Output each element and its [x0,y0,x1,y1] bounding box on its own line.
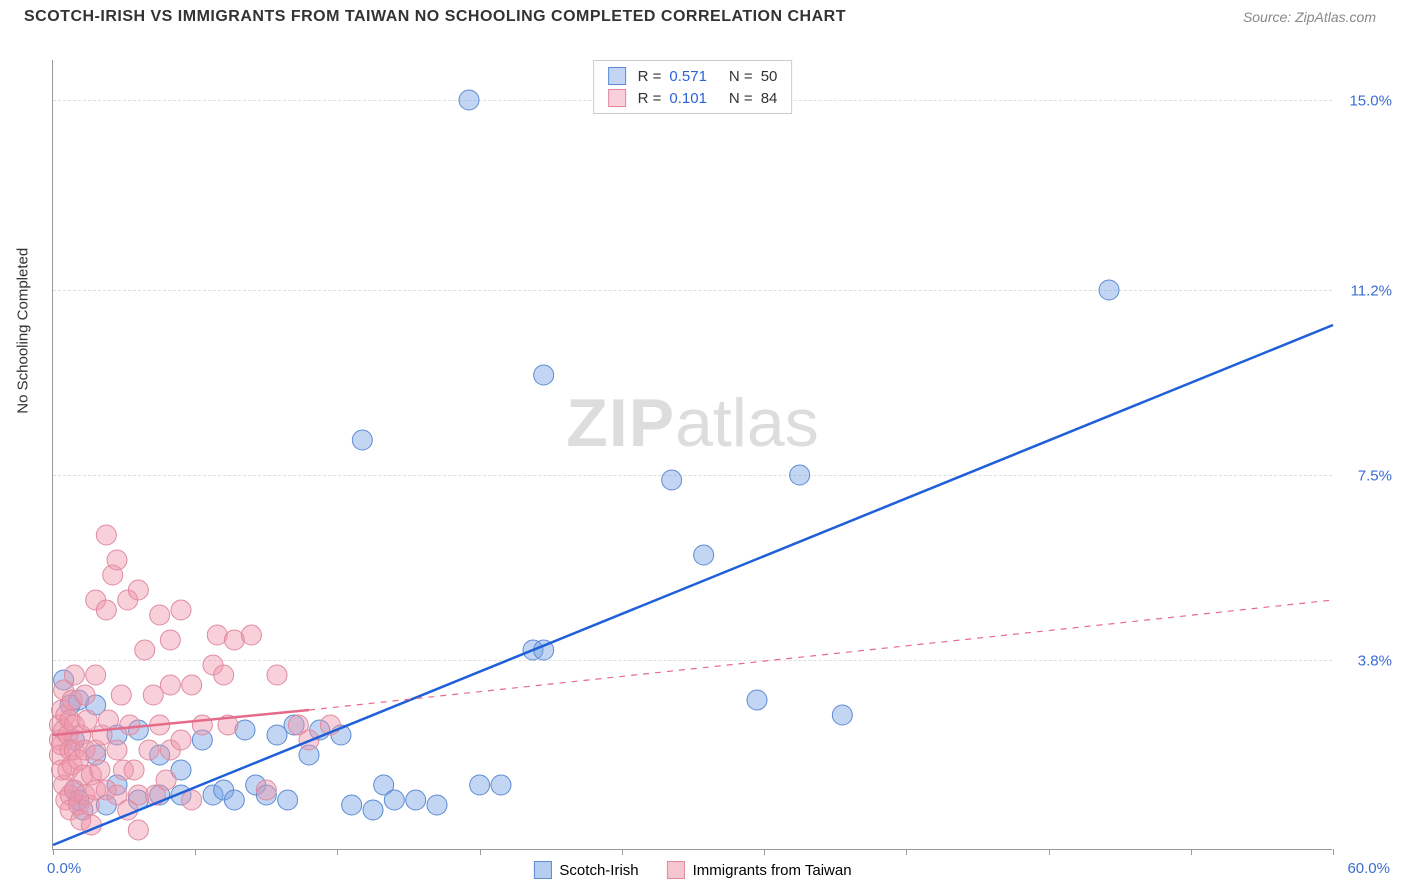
data-point [150,605,170,625]
x-tick [622,849,623,855]
chart-header: SCOTCH-IRISH VS IMMIGRANTS FROM TAIWAN N… [0,0,1406,30]
data-point [128,820,148,840]
data-point [75,685,95,705]
data-point [363,800,383,820]
swatch-series1 [608,67,626,85]
r-value-series1: 0.571 [669,68,707,85]
data-point [156,770,176,790]
data-point [135,640,155,660]
data-point [214,665,234,685]
y-tick-label: 3.8% [1358,653,1392,670]
legend-swatch [533,861,551,879]
legend-item: Immigrants from Taiwan [667,861,852,879]
legend-series-bottom: Scotch-Irish Immigrants from Taiwan [533,861,851,879]
y-tick-label: 15.0% [1349,93,1392,110]
data-point [64,665,84,685]
n-label: N = [729,90,753,107]
legend-row-series2: R = 0.101 N = 84 [594,87,792,109]
data-point [111,685,131,705]
data-point [160,630,180,650]
data-point [267,725,287,745]
data-point [160,675,180,695]
data-point [352,430,372,450]
data-point [124,760,144,780]
legend-label: Immigrants from Taiwan [693,862,852,879]
x-tick [195,849,196,855]
data-point [182,790,202,810]
x-tick [764,849,765,855]
trend-line-extrapolated [309,600,1333,710]
y-tick-label: 7.5% [1358,468,1392,485]
data-point [406,790,426,810]
data-point [534,365,554,385]
data-point [107,550,127,570]
y-tick-label: 11.2% [1351,283,1392,300]
data-point [790,465,810,485]
x-tick [1191,849,1192,855]
data-point [662,470,682,490]
data-point [98,710,118,730]
data-point [459,90,479,110]
data-point [256,780,276,800]
chart-source: Source: ZipAtlas.com [1243,9,1376,25]
data-point [241,625,261,645]
x-axis-min-label: 0.0% [47,860,81,877]
data-point [86,665,106,685]
scatter-plot-svg [53,60,1332,849]
r-value-series2: 0.101 [669,90,707,107]
x-tick [337,849,338,855]
data-point [192,715,212,735]
data-point [491,775,511,795]
data-point [143,685,163,705]
data-point [470,775,490,795]
data-point [427,795,447,815]
data-point [342,795,362,815]
n-value-series2: 84 [761,90,778,107]
chart-plot-area: No Schooling Completed ZIPatlas 3.8%7.5%… [52,60,1332,850]
data-point [120,715,140,735]
x-tick [53,849,54,855]
data-point [384,790,404,810]
n-label: N = [729,68,753,85]
swatch-series2 [608,89,626,107]
data-point [278,790,298,810]
y-axis-title: No Schooling Completed [15,247,32,413]
data-point [224,790,244,810]
data-point [694,545,714,565]
data-point [267,665,287,685]
data-point [1099,280,1119,300]
data-point [90,760,110,780]
chart-title: SCOTCH-IRISH VS IMMIGRANTS FROM TAIWAN N… [24,8,846,26]
legend-row-series1: R = 0.571 N = 50 [594,65,792,87]
data-point [96,600,116,620]
legend-label: Scotch-Irish [559,862,638,879]
trend-line [53,325,1333,845]
data-point [96,525,116,545]
x-axis-max-label: 60.0% [1347,860,1390,877]
data-point [171,600,191,620]
data-point [832,705,852,725]
legend-correlation-box: R = 0.571 N = 50 R = 0.101 N = 84 [593,60,793,114]
data-point [182,675,202,695]
x-tick [480,849,481,855]
data-point [107,740,127,760]
data-point [747,690,767,710]
data-point [77,710,97,730]
legend-swatch [667,861,685,879]
legend-item: Scotch-Irish [533,861,638,879]
data-point [128,580,148,600]
data-point [171,730,191,750]
x-tick [906,849,907,855]
n-value-series1: 50 [761,68,778,85]
r-label: R = [638,90,662,107]
x-tick [1049,849,1050,855]
x-tick [1333,849,1334,855]
r-label: R = [638,68,662,85]
data-point [139,740,159,760]
